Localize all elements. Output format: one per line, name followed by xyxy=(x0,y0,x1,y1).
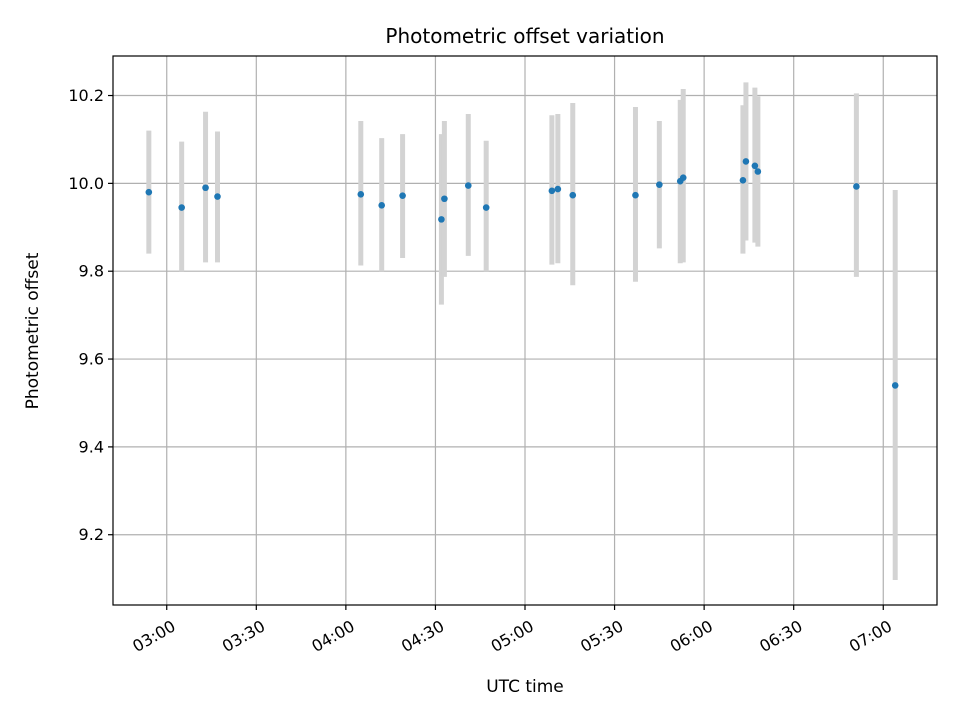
data-point xyxy=(441,195,448,202)
data-point xyxy=(555,186,562,193)
y-tick-label: 9.4 xyxy=(79,437,104,456)
data-point xyxy=(202,184,209,191)
y-tick-label: 10.2 xyxy=(68,86,104,105)
data-point xyxy=(438,216,445,223)
data-point xyxy=(178,204,185,211)
data-point xyxy=(656,181,663,188)
data-point xyxy=(740,177,747,184)
data-point xyxy=(755,168,762,175)
data-point xyxy=(465,182,472,189)
y-tick-label: 9.6 xyxy=(79,350,104,369)
data-point xyxy=(752,163,759,170)
data-point xyxy=(357,191,364,198)
y-axis-title: Photometric offset xyxy=(23,252,43,409)
data-point xyxy=(632,192,639,199)
data-point xyxy=(549,188,556,195)
y-tick-label: 10.0 xyxy=(68,174,104,193)
data-point xyxy=(483,204,490,211)
x-axis-title: UTC time xyxy=(486,677,564,697)
data-point xyxy=(569,192,576,199)
data-point xyxy=(680,174,687,181)
data-point xyxy=(853,183,860,190)
y-tick-label: 9.8 xyxy=(79,262,104,281)
chart-title: Photometric offset variation xyxy=(385,24,664,48)
data-point xyxy=(378,202,385,209)
data-point xyxy=(146,189,153,196)
data-point xyxy=(743,158,750,165)
data-point xyxy=(892,382,899,389)
data-point xyxy=(399,192,406,199)
data-point xyxy=(214,193,221,200)
y-tick-label: 9.2 xyxy=(79,525,104,544)
